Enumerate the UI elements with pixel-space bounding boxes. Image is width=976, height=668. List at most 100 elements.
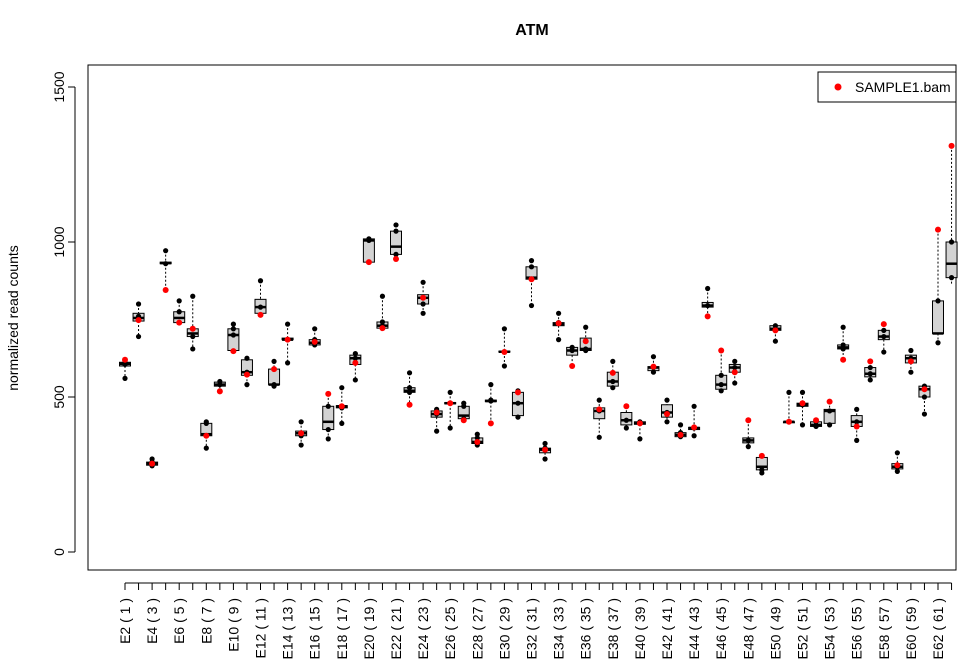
x-tick-label: E32 ( 31 ) (524, 598, 540, 659)
x-tick-label: E2 ( 1 ) (117, 598, 133, 644)
box-group (430, 406, 443, 434)
x-tick-label: E22 ( 21 ) (388, 598, 404, 659)
sample-point (311, 338, 318, 345)
box-group (647, 354, 660, 375)
box (945, 241, 958, 279)
box-group (823, 398, 836, 428)
data-point (122, 375, 128, 381)
sample-point (569, 363, 576, 369)
box-group (403, 370, 416, 408)
box-group (186, 293, 199, 352)
data-point (190, 333, 196, 340)
x-tick-label: E40 ( 39 ) (632, 598, 648, 659)
data-point (854, 406, 860, 412)
data-point (881, 327, 887, 333)
data-point (420, 310, 426, 316)
sample-point (433, 409, 440, 416)
x-tick-label: E52 ( 51 ) (795, 598, 811, 659)
box-group (335, 385, 348, 426)
data-point (691, 403, 697, 409)
box-group (728, 358, 741, 386)
sample-point (243, 371, 250, 378)
box-group (552, 310, 565, 343)
box-group (674, 422, 687, 440)
data-point (718, 382, 724, 388)
x-tick-label: E36 ( 35 ) (578, 598, 594, 659)
box-group (769, 323, 782, 344)
box-group (579, 324, 592, 354)
sample-point (149, 460, 156, 467)
box-group (227, 321, 240, 355)
data-point (474, 431, 480, 437)
chart-title: ATM (515, 22, 548, 39)
box-group (146, 456, 159, 469)
data-point (732, 358, 738, 364)
box-group (837, 324, 850, 363)
data-point (230, 326, 236, 332)
sample-point (420, 294, 427, 301)
data-point (163, 261, 169, 267)
x-tick-label: E26 ( 25 ) (442, 598, 458, 659)
data-point (732, 364, 738, 371)
data-point (379, 293, 386, 299)
sample-point (745, 417, 752, 424)
box-group (390, 222, 402, 263)
data-point (393, 222, 399, 228)
data-point (948, 239, 955, 245)
data-point (718, 372, 724, 378)
data-point (705, 285, 711, 292)
sample-point (338, 403, 345, 410)
box-group (701, 285, 714, 320)
box-group (281, 321, 294, 366)
box-group (213, 378, 226, 395)
x-tick-label: E24 ( 23 ) (415, 598, 431, 659)
x-tick-label: E58 ( 57 ) (876, 598, 892, 659)
box-group (376, 293, 389, 332)
x-tick-label: E42 ( 41 ) (659, 598, 675, 659)
box-group (850, 406, 863, 443)
box-group (620, 403, 633, 431)
data-point (366, 236, 372, 242)
data-point (745, 444, 751, 450)
data-point (827, 408, 833, 414)
data-point (203, 445, 209, 451)
data-point (501, 363, 507, 369)
box-group (945, 142, 958, 286)
x-tick-label: E8 ( 7 ) (198, 598, 214, 644)
sample-point (271, 366, 278, 373)
sample-point (691, 424, 698, 431)
box-group (349, 351, 362, 383)
box-group (308, 326, 321, 348)
data-point (556, 337, 562, 343)
sample-point (636, 420, 643, 427)
y-tick-label: 0 (51, 548, 67, 556)
data-point (434, 428, 440, 434)
data-point (935, 340, 941, 346)
data-point (867, 371, 873, 377)
data-point (650, 354, 657, 360)
sample-point (921, 386, 928, 393)
data-point (230, 332, 236, 338)
y-tick-label: 500 (51, 385, 67, 409)
data-point (190, 293, 196, 299)
x-tick-label: E34 ( 33 ) (551, 598, 567, 659)
data-point (203, 419, 209, 425)
data-point (420, 301, 426, 307)
box-group (484, 382, 497, 427)
box-group (457, 400, 470, 424)
data-point (257, 304, 264, 310)
data-point (528, 258, 535, 264)
data-point (298, 419, 304, 425)
data-point (244, 382, 250, 388)
box-group (864, 358, 877, 383)
data-point (623, 417, 629, 423)
box-group (200, 419, 213, 451)
box-group (498, 326, 511, 369)
data-point (393, 251, 399, 257)
data-point (908, 347, 914, 354)
data-point (474, 435, 480, 441)
box-group (471, 431, 484, 448)
legend: SAMPLE1.bam (817, 71, 957, 103)
box-group (159, 248, 172, 294)
